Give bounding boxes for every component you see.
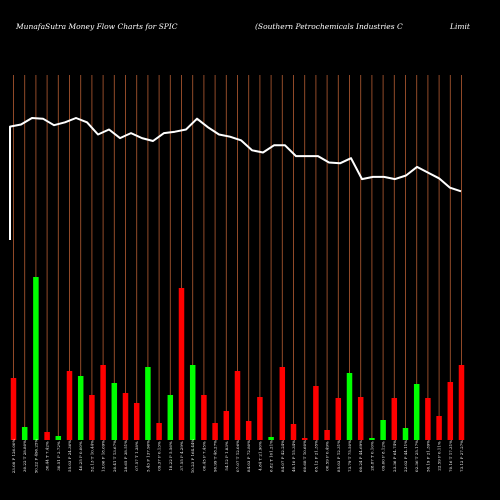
volume-bar [55, 436, 62, 440]
x-tick-label: 52.13 T 10.44% [89, 440, 94, 472]
volume-bar [167, 395, 174, 440]
volume-bar [346, 373, 353, 440]
volume-bar [66, 371, 73, 440]
volume-bar [324, 430, 330, 440]
volume-bar [290, 424, 297, 440]
volume-bar [44, 432, 50, 440]
price-line-path [9, 117, 462, 240]
x-tick-label: 54.12 P 1.83% [224, 441, 229, 471]
x-tick-label: 55.03 P 24.36% [67, 440, 72, 472]
x-tick-label: 00.45 P 7.45% [201, 441, 206, 471]
volume-bar [145, 367, 151, 440]
x-tick-label: 5.43 P 137.96% [145, 440, 150, 472]
x-tick-labels: 23.08 P 126.00% 30.22 T 28.80% 50.22 P 496… [11, 439, 464, 474]
volume-bar [257, 397, 263, 440]
x-tick-label: 60.68 T 10.60% [302, 440, 307, 472]
volume-bar [33, 277, 39, 440]
x-tick-label: 85.03 P 12.31% [336, 440, 341, 472]
x-tick-label: 40.25 P 0.00% [78, 441, 83, 471]
x-tick-label: 09.37 P 0.13% [157, 441, 162, 471]
x-tick-label: 00.59 P 0.49% [325, 441, 330, 471]
volume-bar [122, 393, 129, 440]
x-tick-label: 22.02 P 44.11% [403, 440, 408, 472]
x-tick-label: 02.36 T 25.17% [414, 440, 419, 472]
x-tick-label: 13.06 P 18.69% [101, 440, 106, 472]
volume-bar [413, 384, 420, 440]
x-tick-label: 07.07 T 12.06% [235, 440, 240, 472]
x-tick-label: 37.55 P 4.29% [179, 441, 184, 471]
x-tick-label: 40.10 P 15.34% [291, 440, 296, 472]
x-tick-label: 10.23 P 164.44% [190, 439, 195, 474]
x-tick-label: 20.41 T 13.67% [112, 440, 117, 472]
volume-bar [268, 437, 274, 440]
volume-bar [212, 423, 218, 440]
volume-bar [458, 365, 465, 440]
volume-bar [301, 438, 308, 440]
volume-bar [234, 371, 241, 440]
volume-bars [10, 277, 465, 440]
chart-brand-title: MunafaSutra Money Flow Charts for SPIC [15, 22, 178, 31]
x-tick-label: 09.60 P 8.12% [381, 441, 386, 471]
x-tick-label: 84.03 P 72.80% [246, 440, 251, 472]
price-line [9, 117, 462, 240]
x-tick-label: 65.12 P 21.35% [313, 440, 318, 472]
volume-bar [380, 420, 386, 440]
x-tick-label: 23.36 P 64.74% [392, 440, 397, 472]
volume-bar [89, 395, 95, 440]
volume-bar [402, 428, 409, 440]
chart-company-title: (Southern Petrochemicals Industries C [255, 22, 403, 31]
x-tick-label: 30.51 P 2.72% [56, 441, 61, 471]
x-tick-label: 70.16 T 17.31% [448, 440, 453, 472]
x-tick-label: 28.87 T 0.10% [369, 441, 374, 471]
volume-bar [391, 398, 398, 440]
volume-bar [133, 403, 140, 440]
volume-bar [335, 398, 342, 440]
volume-bar [10, 378, 17, 440]
x-tick-label: 28.65 P 38.51% [123, 440, 128, 472]
x-tick-label: 84.07 P 42.24% [280, 440, 285, 472]
volume-bar [357, 397, 364, 440]
x-tick-label: 07.57 T 1.38% [134, 441, 139, 471]
volume-bar [100, 365, 106, 440]
x-tick-label: 18.22 P 5.56% [168, 441, 173, 471]
x-tick-label: 30.44 T 7.42% [45, 441, 50, 471]
volume-bar [245, 421, 252, 440]
x-tick-label: 4.84 T 21.90% [257, 441, 262, 471]
x-tick-label: 90.99 T 48.27% [213, 440, 218, 472]
x-tick-label: 6.82 T 101.21% [269, 440, 274, 472]
x-tick-label: 30.22 T 28.80% [22, 440, 27, 472]
volume-bar [21, 427, 28, 440]
volume-bar [189, 365, 196, 440]
volume-bar [223, 411, 230, 440]
x-tick-label: 73.12 P 27.27% [459, 440, 464, 472]
x-tick-label: 00.24 P 44.69% [358, 440, 363, 472]
volume-bar [425, 398, 431, 440]
volume-bar [279, 367, 286, 440]
volume-bar [436, 416, 442, 440]
x-tick-label: 50.19 P 21.39% [425, 440, 430, 472]
volume-bar [178, 288, 185, 440]
chart-company-suffix: Limit [449, 22, 471, 31]
volume-bar [201, 395, 207, 440]
volume-bar [111, 383, 118, 440]
volume-bar [447, 382, 454, 440]
x-tick-label: 50.22 P 496.25% [33, 439, 38, 474]
volume-bar [156, 423, 162, 440]
x-tick-label: 73.79 T 75.50% [347, 440, 352, 472]
volume-bar [369, 438, 375, 440]
volume-bar [77, 376, 84, 440]
x-tick-label: 23.08 P 126.00% [11, 439, 16, 474]
volume-bar [313, 386, 319, 440]
x-tick-label: 22.59 P 0.11% [437, 441, 442, 471]
